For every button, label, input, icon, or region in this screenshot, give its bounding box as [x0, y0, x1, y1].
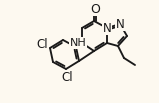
Text: O: O: [90, 2, 100, 15]
Text: Cl: Cl: [36, 38, 48, 51]
Text: N: N: [103, 22, 111, 35]
Text: Cl: Cl: [61, 71, 73, 84]
Text: N: N: [116, 18, 124, 30]
Text: NH: NH: [70, 38, 86, 48]
